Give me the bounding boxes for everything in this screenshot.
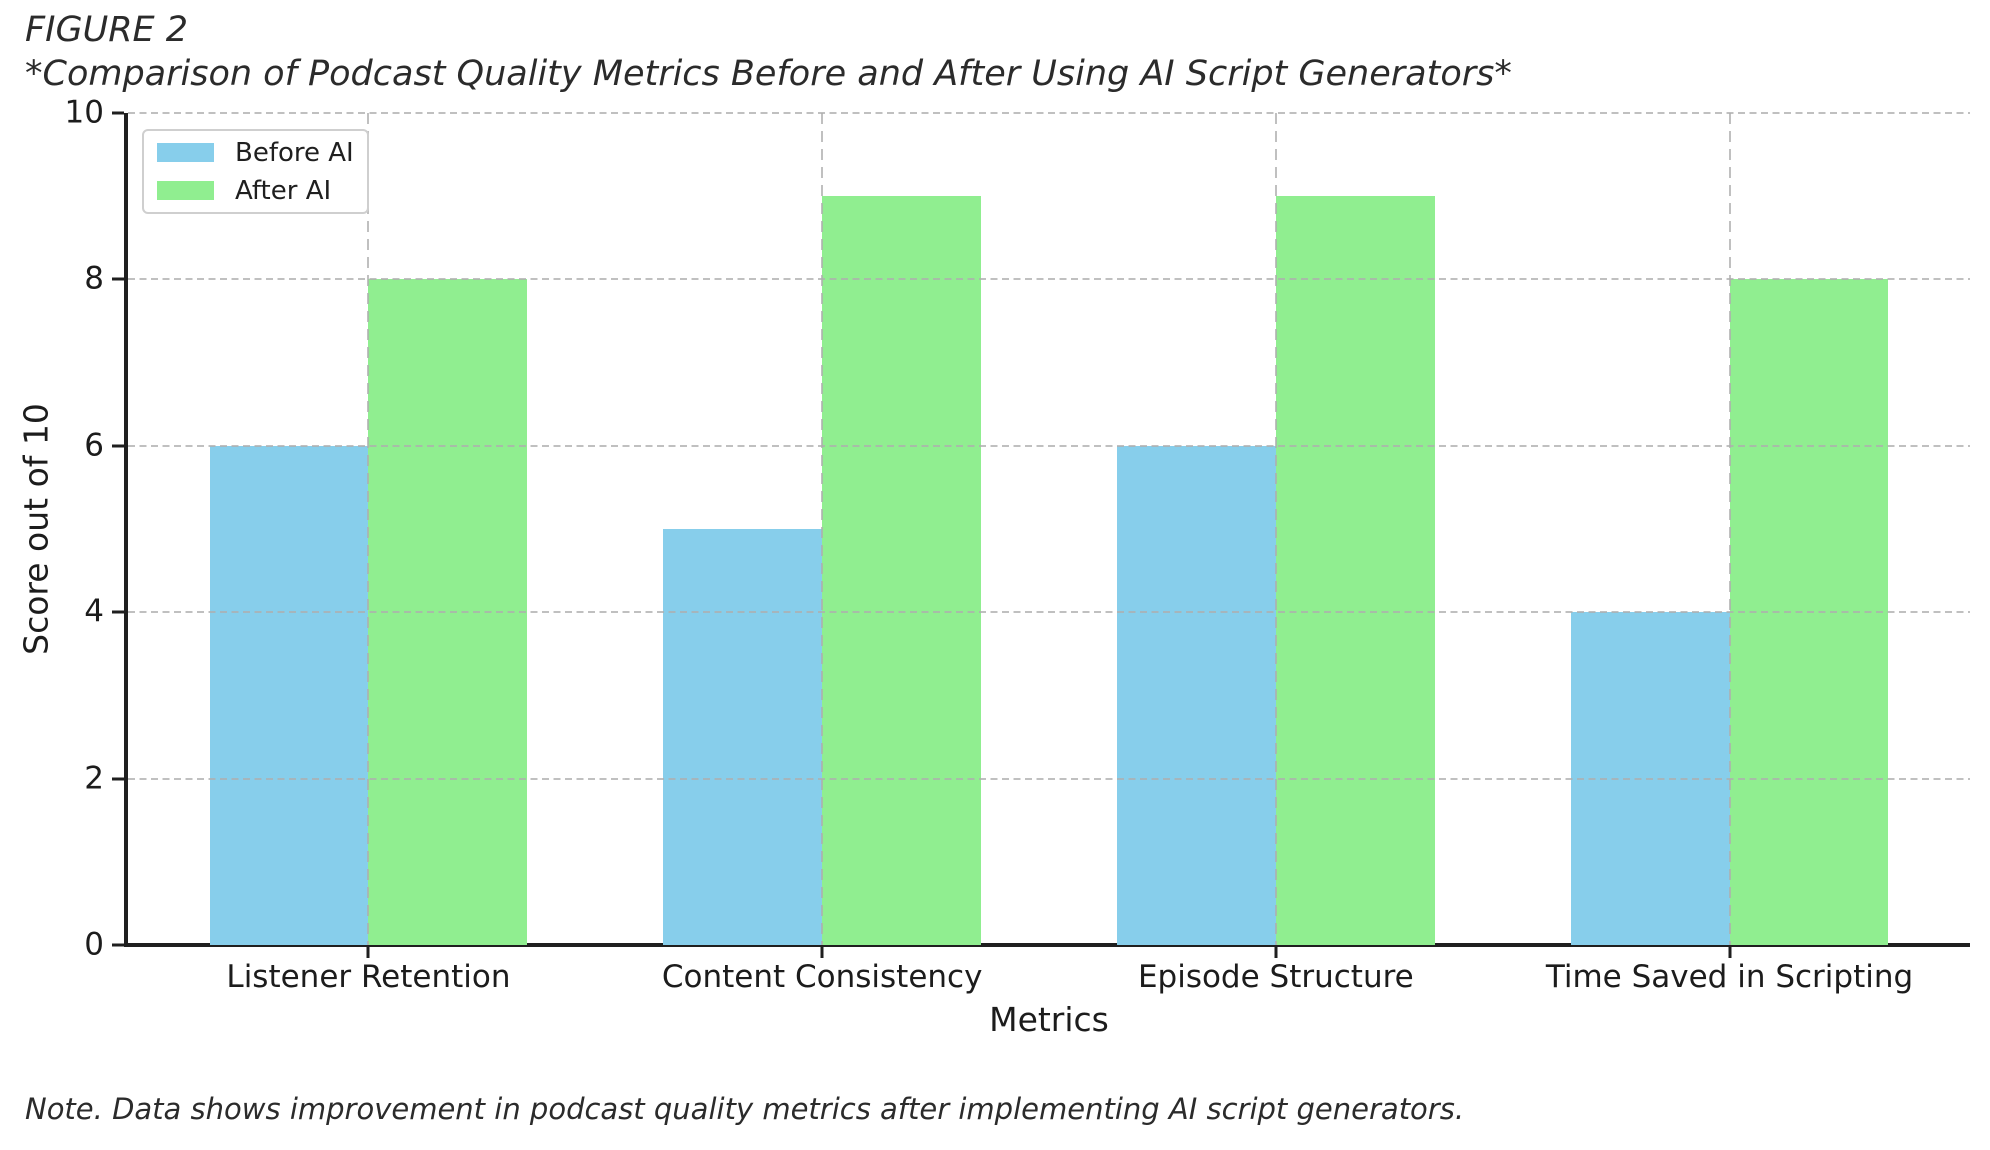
y-tick-0 (112, 943, 124, 947)
x-gridline-listener-retention (367, 113, 370, 945)
y-axis-label: Score out of 10 (16, 403, 56, 655)
x-gridline-content-consistency (821, 113, 824, 945)
legend-swatch-after-ai (157, 181, 214, 200)
y-tick-label-2: 2 (84, 760, 104, 797)
x-gridline-episode-structure (1274, 113, 1277, 945)
y-tick-6 (112, 444, 124, 448)
note-text: Note. Data shows improvement in podcast … (25, 1092, 1465, 1126)
y-tick-label-4: 4 (84, 593, 104, 630)
x-gridline-time-saved-in-scripting (1728, 113, 1731, 945)
y-gridline-2 (128, 777, 1970, 780)
y-tick-label-0: 0 (84, 926, 104, 963)
bar-before-ai-episode-structure (1117, 445, 1276, 945)
bar-before-ai-content-consistency (663, 529, 823, 945)
y-tick-2 (112, 777, 124, 781)
x-tick-label-listener-retention: Listener Retention (226, 959, 511, 995)
plot-area: Before AI After AI 0 2 4 6 8 10 Listener Reten… (65, 97, 1970, 995)
bar-after-ai-content-consistency (822, 196, 981, 945)
legend-swatch-before-ai (157, 143, 214, 162)
y-tick-label-10: 10 (64, 94, 104, 131)
y-gridline-10 (128, 112, 1970, 114)
legend: Before AI After AI (142, 129, 369, 214)
legend-label-after-ai: After AI (235, 175, 332, 206)
y-gridline-8 (128, 278, 1970, 281)
y-tick-4 (112, 610, 124, 614)
x-tick-listener-retention (366, 947, 370, 958)
chart-title: *Comparison of Podcast Quality Metrics B… (25, 54, 1512, 94)
legend-item-after-ai: After AI (157, 178, 354, 204)
legend-item-before-ai: Before AI (157, 140, 354, 166)
x-tick-label-episode-structure: Episode Structure (1137, 959, 1414, 995)
y-tick-label-6: 6 (84, 427, 104, 464)
y-tick-8 (112, 277, 124, 281)
bar-after-ai-episode-structure (1275, 196, 1435, 945)
x-tick-episode-structure (1274, 947, 1278, 958)
x-tick-label-content-consistency: Content Consistency (661, 959, 983, 995)
figure-label: FIGURE 2 (25, 10, 189, 50)
legend-label-before-ai: Before AI (235, 137, 354, 168)
x-axis-label: Metrics (989, 1000, 1109, 1039)
y-gridline-6 (128, 444, 1970, 447)
x-tick-content-consistency (820, 947, 824, 958)
bar-before-ai-listener-retention (209, 445, 369, 945)
y-tick-label-8: 8 (84, 260, 104, 297)
x-axis-spine (124, 943, 1970, 947)
y-gridline-4 (128, 611, 1970, 614)
y-tick-10 (112, 111, 124, 115)
y-axis-spine (124, 113, 128, 947)
x-tick-label-time-saved-in-scripting: Time Saved in Scripting (1545, 959, 1914, 995)
x-tick-time-saved-in-scripting (1728, 947, 1732, 958)
